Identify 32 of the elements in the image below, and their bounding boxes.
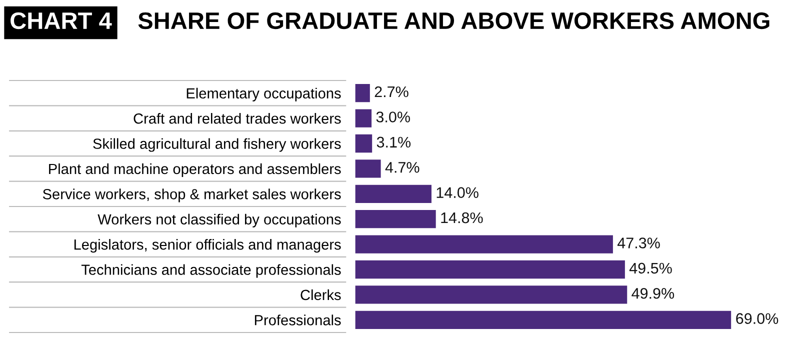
data-label: 49.9% <box>632 288 674 299</box>
y-tick-label: Legislators, senior officials and managers <box>74 239 341 253</box>
caption: CHART 4 <box>10 12 112 30</box>
y-tick-label: Plant and machine operators and assemblers <box>49 163 341 178</box>
y-tick-label: Technicians and associate professionals <box>81 264 341 278</box>
bar <box>355 184 432 203</box>
data-label: 69.0% <box>736 313 778 324</box>
bar <box>355 134 372 153</box>
data-label: 47.3% <box>617 238 660 248</box>
data-label: 2.7% <box>374 86 408 98</box>
bar <box>355 210 436 228</box>
y-tick-label: Clerks <box>300 289 341 300</box>
bar <box>355 286 628 304</box>
y-tick-label: Service workers, shop & market sales workers <box>42 188 341 202</box>
y-tick-label: Workers not classified by occupations <box>98 214 341 228</box>
bar <box>355 109 372 128</box>
bar <box>355 310 732 329</box>
bar <box>355 84 370 102</box>
y-tick-label: Elementary occupations <box>186 88 341 102</box>
y-tick-label: Skilled agricultural and fishery workers <box>93 138 341 152</box>
data-label: 14.0% <box>436 187 478 198</box>
data-label: 4.7% <box>385 162 420 173</box>
data-label: 3.1% <box>376 136 411 148</box>
bar <box>355 260 625 279</box>
data-label: 14.8% <box>441 212 483 224</box>
bar <box>355 235 613 254</box>
data-label: 3.0% <box>376 112 410 122</box>
chart-title: SHARE OF GRADUATE AND ABOVE WORKERS AMONG <box>138 12 770 30</box>
y-tick-label: Professionals <box>254 314 341 326</box>
y-tick-label: Craft and related trades workers <box>134 113 341 124</box>
data-label: 49.5% <box>629 262 672 274</box>
bar <box>355 160 381 178</box>
